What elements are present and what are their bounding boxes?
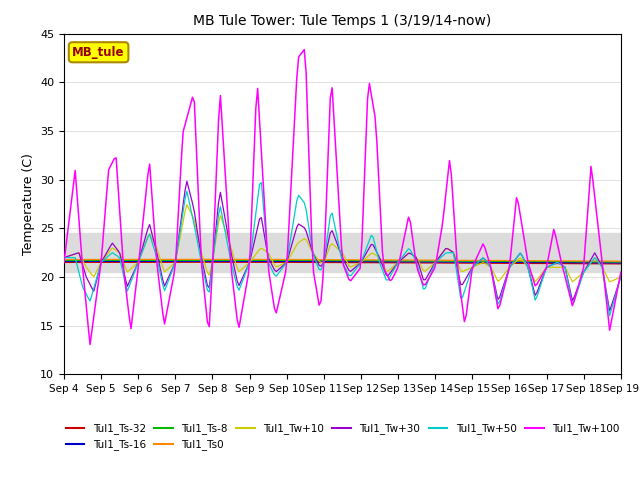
Text: MB_tule: MB_tule [72,46,125,59]
Title: MB Tule Tower: Tule Temps 1 (3/19/14-now): MB Tule Tower: Tule Temps 1 (3/19/14-now… [193,14,492,28]
Y-axis label: Temperature (C): Temperature (C) [22,153,35,255]
Legend: Tul1_Ts-32, Tul1_Ts-16, Tul1_Ts-8, Tul1_Ts0, Tul1_Tw+10, Tul1_Tw+30, Tul1_Tw+50,: Tul1_Ts-32, Tul1_Ts-16, Tul1_Ts-8, Tul1_… [61,419,623,455]
Bar [64,233,621,272]
